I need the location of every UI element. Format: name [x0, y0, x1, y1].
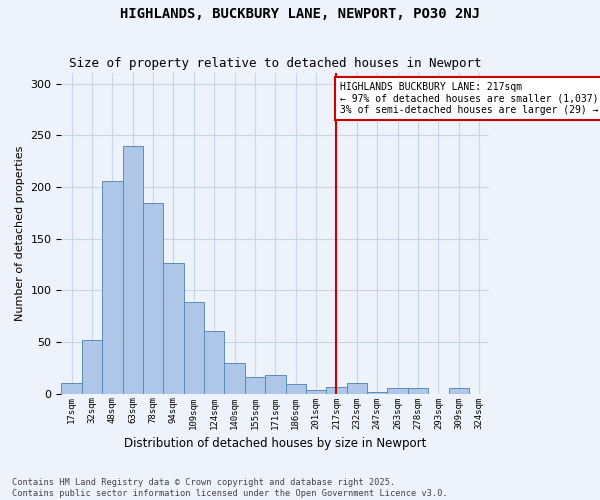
- Y-axis label: Number of detached properties: Number of detached properties: [15, 146, 25, 321]
- X-axis label: Distribution of detached houses by size in Newport: Distribution of detached houses by size …: [124, 437, 427, 450]
- Bar: [61, 384, 82, 394]
- Title: Size of property relative to detached houses in Newport: Size of property relative to detached ho…: [69, 56, 482, 70]
- Text: HIGHLANDS BUCKBURY LANE: 217sqm
← 97% of detached houses are smaller (1,037)
3% : HIGHLANDS BUCKBURY LANE: 217sqm ← 97% of…: [340, 82, 598, 115]
- Bar: [265, 375, 286, 394]
- Bar: [204, 330, 224, 394]
- Bar: [163, 264, 184, 394]
- Bar: [347, 384, 367, 394]
- Bar: [449, 388, 469, 394]
- Bar: [184, 302, 204, 394]
- Text: Contains HM Land Registry data © Crown copyright and database right 2025.
Contai: Contains HM Land Registry data © Crown c…: [12, 478, 448, 498]
- Text: HIGHLANDS, BUCKBURY LANE, NEWPORT, PO30 2NJ: HIGHLANDS, BUCKBURY LANE, NEWPORT, PO30 …: [120, 8, 480, 22]
- Bar: [306, 390, 326, 394]
- Bar: [102, 181, 122, 394]
- Bar: [388, 388, 408, 394]
- Bar: [143, 202, 163, 394]
- Bar: [224, 362, 245, 394]
- Bar: [367, 392, 388, 394]
- Bar: [122, 146, 143, 394]
- Bar: [326, 388, 347, 394]
- Bar: [286, 384, 306, 394]
- Bar: [408, 388, 428, 394]
- Bar: [82, 340, 102, 394]
- Bar: [245, 377, 265, 394]
